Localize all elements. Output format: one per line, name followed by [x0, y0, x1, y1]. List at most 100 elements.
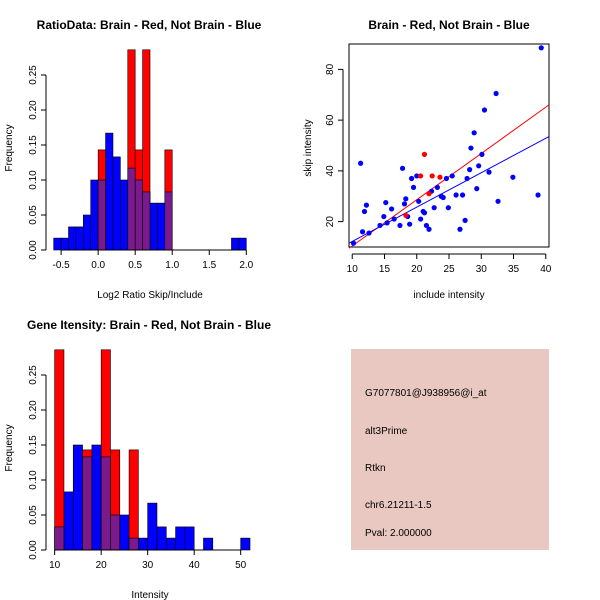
ratio-histogram-y-tick-label: 0.00 [28, 240, 39, 260]
ratio-histogram-blue-bar [120, 179, 129, 251]
scatter-x-tick-label: 10 [347, 264, 359, 275]
blue-scatter-point [383, 199, 389, 206]
gene-intensity-blue-bar [63, 491, 74, 551]
gene-name-text: Rtkn [365, 463, 386, 474]
red-scatter-point [437, 174, 443, 180]
ratio-histogram-y-tick-label: 0.15 [28, 135, 39, 155]
blue-scatter-point [377, 222, 383, 229]
gene-intensity-blue-bar [138, 537, 148, 551]
gene-intensity-blue-bar [175, 526, 186, 551]
blue-scatter-point [391, 216, 397, 222]
gene-intensity-y-tick-label: 0.10 [28, 470, 39, 490]
blue-scatter-point [495, 198, 501, 204]
blue-scatter-point [426, 226, 432, 232]
gene-intensity-blue-bar [119, 514, 130, 551]
blue-scatter-point [538, 45, 544, 51]
ratio-histogram-overlap-bar [97, 179, 106, 251]
gene-intensity-overlap-bar [110, 514, 121, 551]
gene-intensity-histogram-xlabel: Intensity [131, 590, 168, 600]
ratio-histogram-x-tick-label: 1.0 [165, 260, 179, 271]
gene-intensity-histogram-ylabel: Frequency [4, 424, 15, 471]
gene-intensity-axes: 10 20 30 40 50 0.00 0.05 0.10 0.15 0.20 0.25 [28, 365, 247, 571]
probe-info-box: G7077801@J938956@i_at alt3Prime Rtkn chr… [351, 349, 549, 550]
ratio-histogram-blue-bar [112, 156, 121, 251]
red-scatter-point [426, 191, 432, 197]
blue-scatter-point [486, 169, 492, 175]
gene-intensity-blue-bar [147, 502, 158, 551]
blue-scatter-point [462, 217, 468, 223]
red-scatter-point [403, 212, 409, 218]
ratio-histogram-xlabel: Log2 Ratio Skip/Include [97, 290, 203, 301]
ratio-histogram-blue-bar [53, 237, 62, 251]
blue-scatter-point [481, 107, 488, 113]
blue-scatter-point [421, 210, 428, 216]
ratio-histogram-blue-bar [75, 226, 84, 251]
ratio-histogram-x-tick-label: 0.5 [128, 260, 142, 271]
gene-intensity-x-tick-label: 10 [49, 560, 61, 571]
gene-intensity-overlap-bar [54, 526, 65, 551]
blue-scatter-point [399, 165, 406, 171]
blue-scatter-point [359, 229, 366, 235]
blue-scatter-point [459, 192, 466, 198]
scatter-x-tick-label: 40 [540, 264, 552, 275]
scatter-y-tick-label: 60 [325, 114, 336, 126]
ratio-histogram-overlap-bar [142, 191, 151, 251]
scatter-y-tick-label: 80 [325, 63, 336, 75]
scatter-ylabel: skip intensity [303, 119, 314, 176]
ratio-histogram-blue-bar [149, 202, 158, 251]
gene-intensity-y-tick-label: 0.00 [28, 540, 39, 560]
scatter-x-tick-label: 35 [508, 264, 520, 275]
scatter-y-tick-label: 40 [325, 165, 336, 177]
ratio-histogram-y-tick-label: 0.10 [28, 170, 39, 190]
gene-intensity-overlap-bar [82, 456, 93, 551]
blue-scatter-point [361, 208, 368, 215]
ratio-histogram-y-tick-label: 0.20 [28, 100, 39, 120]
gene-intensity-blue-bar [240, 537, 251, 551]
blue-scatter-point [510, 174, 516, 180]
ratio-histogram-blue-bar [90, 179, 99, 251]
ratio-histogram-y-tick-label: 0.25 [28, 65, 39, 85]
blue-scatter-point [471, 130, 477, 136]
ratio-histogram-x-tick-label: -0.5 [52, 260, 70, 271]
ratio-histogram-x-tick-label: 2.0 [239, 260, 253, 271]
blue-scatter-point [358, 160, 364, 166]
blue-scatter-point [363, 202, 370, 208]
ratio-histogram-overlap-bar [127, 167, 136, 251]
blue-scatter-point [418, 216, 424, 222]
ratio-histogram-blue-bar [238, 237, 247, 251]
gene-intensity-overlap-bar [128, 537, 139, 551]
red-scatter-point [421, 151, 428, 157]
scatter-plot-frame [348, 43, 550, 248]
gene-intensity-blue-bar [91, 444, 102, 551]
ratio-histogram-ylabel: Frequency [4, 124, 15, 171]
intensity-scatter-panel: Brain - Red, Not Brain - Blue include in… [303, 18, 552, 301]
blue-scatter-point [381, 213, 387, 220]
gene-intensity-overlap-bar [100, 456, 111, 551]
scatter-x-tick-label: 20 [411, 264, 423, 275]
gene-intensity-x-tick-label: 30 [142, 560, 154, 571]
ratio-histogram-axes: -0.5 0.0 0.5 1.0 1.5 2.0 0.00 0.05 0.10 0.15 0.20 0… [28, 65, 254, 271]
scatter-x-tick-label: 25 [443, 264, 455, 275]
gene-intensity-blue-bar [203, 537, 214, 551]
probe-id-text: G7077801@J938956@i_at [365, 388, 487, 399]
ratio-histogram-blue-bar [83, 214, 92, 251]
blue-scatter-point [384, 220, 390, 226]
ratio-histogram-blue-bar [68, 226, 77, 251]
scatter-points [350, 45, 544, 246]
blue-scatter-point [407, 221, 413, 227]
location-text: chr6.21211-1.5 [365, 500, 432, 511]
blue-scatter-point [479, 151, 485, 157]
ratio-histogram-title: RatioData: Brain - Red, Not Brain - Blue [37, 18, 262, 32]
blue-scatter-point [366, 230, 372, 236]
gene-intensity-blue-bar [72, 444, 83, 551]
pval-text: Pval: 2.000000 [365, 528, 432, 539]
gene-intensity-histogram-title: Gene Itensity: Brain - Red, Not Brain - … [27, 318, 271, 332]
ratio-histogram-y-tick-label: 0.05 [28, 205, 39, 225]
blue-scatter-point [416, 198, 422, 204]
blue-scatter-point [464, 175, 470, 182]
blue-scatter-point [440, 194, 446, 201]
blue-scatter-point [434, 184, 440, 190]
blue-scatter-point [350, 240, 357, 246]
gene-intensity-blue-bar [156, 526, 167, 551]
scatter-x-tick-label: 30 [476, 264, 488, 275]
